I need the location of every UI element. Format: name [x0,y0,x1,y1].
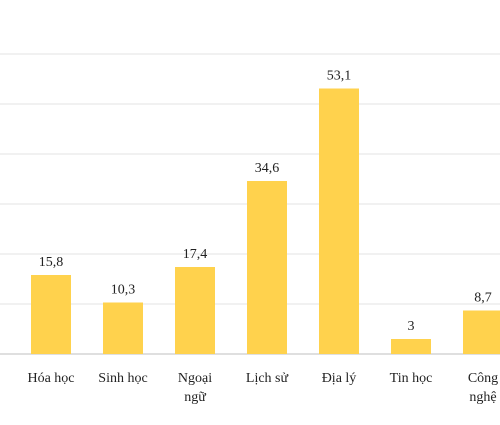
value-label-6: 8,7 [474,291,492,306]
category-label-line: Lịch sử [246,371,289,386]
category-label-line: nghệ [469,390,496,405]
bar-2 [175,267,215,354]
bar-3 [247,181,287,354]
category-label-line: Công [468,371,498,386]
category-label-1: Sinh học [98,371,147,386]
category-label-line: Tin học [390,371,433,386]
value-label-1: 10,3 [111,283,136,298]
value-label-0: 15,8 [39,255,64,270]
value-labels: 15,8 10,3 17,4 34,6 53,1 3 8,7 [39,69,492,335]
category-label-3: Lịch sử [246,371,289,386]
category-label-line: ngữ [184,390,206,405]
category-label-line: Địa lý [322,371,357,386]
category-label-4: Địa lý [322,371,357,386]
category-label-2: Ngoại ngữ [178,371,212,405]
value-label-4: 53,1 [327,69,352,84]
value-label-3: 34,6 [255,161,280,176]
category-label-line: Sinh học [98,371,147,386]
category-label-0: Hóa học [27,371,74,386]
category-label-6: Công nghệ [468,371,498,405]
category-labels: Hóa học Sinh học Ngoại ngữ Lịch sử Địa lý Tin … [27,371,498,405]
value-label-5: 3 [408,319,415,334]
bar-4 [319,88,359,354]
bar-5 [391,339,431,354]
category-label-5: Tin học [390,371,433,386]
value-label-2: 17,4 [183,247,208,262]
bar-0 [31,275,71,354]
bar-1 [103,302,143,354]
category-label-line: Hóa học [27,371,74,386]
bar-6 [463,310,500,354]
bars [31,88,500,354]
category-label-line: Ngoại [178,371,212,386]
